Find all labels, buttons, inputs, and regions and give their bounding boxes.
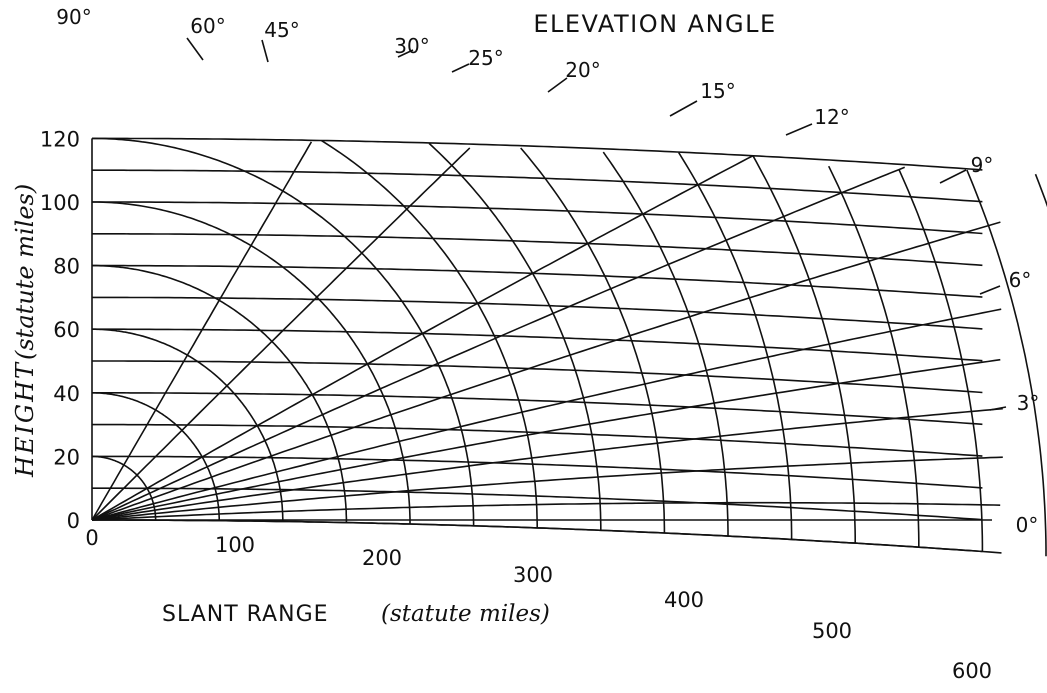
slant-range-arc-180: [520, 147, 666, 533]
slant-range-tick-label: 100: [215, 533, 255, 557]
y-axis-unit: (statute miles): [11, 184, 39, 360]
y-axis-title: HEIGHT (statute miles): [11, 184, 39, 478]
height-line-50: [92, 360, 983, 394]
height-line-40: [92, 392, 983, 426]
elevation-angle-label: 60°: [190, 14, 225, 38]
slant-range-arc-160: [428, 142, 602, 531]
slant-range-tick-label: 0: [85, 526, 98, 550]
elevation-ray-20: [91, 221, 1001, 521]
slant-range-arc-220: [678, 152, 793, 540]
slant-range-arc-300: [966, 169, 1047, 557]
leader-line-45: [261, 39, 269, 63]
y-tick-label: 0: [67, 509, 80, 533]
elevation-angle-label: 20°: [565, 58, 600, 82]
y-tick-label: 80: [53, 255, 80, 279]
elevation-angle-label: 15°: [700, 79, 735, 103]
leader-line-3: [989, 406, 1007, 411]
elevation-angle-label: 6°: [1009, 268, 1032, 292]
height-line-100: [92, 201, 983, 235]
leader-line-9: [939, 169, 967, 184]
y-tick-label: 100: [40, 191, 80, 215]
height-line-110: [92, 169, 983, 203]
elevation-ray-45: [91, 147, 471, 521]
slant-range-tick-label: 300: [513, 563, 553, 587]
slant-range-arc-280: [898, 169, 984, 552]
elevation-ray-9: [91, 407, 1003, 521]
leader-line-12: [785, 123, 813, 136]
elevation-ray-12: [91, 358, 1001, 521]
elevation-ray-6: [91, 456, 1003, 521]
elevation-angle-label: 12°: [814, 105, 849, 129]
leader-line-25: [451, 63, 470, 73]
elevation-ray-60: [91, 141, 313, 521]
slant-range-arc-120: [92, 137, 475, 526]
height-line-80: [92, 264, 983, 298]
leader-line-15: [669, 100, 698, 117]
y-tick-label: 20: [53, 445, 80, 469]
elevation-angle-label: 3°: [1017, 391, 1040, 415]
height-line-70: [92, 296, 983, 330]
height-line-60: [92, 328, 983, 362]
y-tick-label: 60: [53, 318, 80, 342]
x-axis-label: SLANT RANGE: [162, 602, 329, 627]
x-axis-title: SLANT RANGE (statute miles): [162, 601, 550, 627]
leader-line-60: [186, 37, 204, 61]
leader-line-30: [397, 49, 414, 58]
y-tick-label: 40: [53, 382, 80, 406]
elevation-ray-25: [91, 166, 905, 521]
elevation-angle-label: 9°: [971, 153, 994, 177]
slant-range-arc-140: [320, 139, 538, 528]
elevation-ray-15: [91, 308, 1002, 521]
y-tick-label: 120: [40, 127, 80, 151]
slant-range-arc-200: [602, 151, 729, 537]
elevation-angle-label: 0°: [1016, 513, 1039, 537]
elevation-angle-label: 25°: [468, 46, 503, 70]
height-line-120: [92, 137, 983, 171]
elevation-angle-label: 45°: [264, 18, 299, 42]
chart-grid: [91, 37, 1047, 557]
elevation-ray-0: [92, 519, 1002, 554]
chart-title: ELEVATION ANGLE: [533, 10, 776, 38]
slant-range-tick-label: 500: [812, 619, 852, 643]
slant-range-arc-260: [827, 165, 920, 548]
x-axis-unit: (statute miles): [381, 601, 550, 627]
leader-line-20: [547, 77, 568, 93]
leader-line-6: [979, 285, 1001, 295]
elevation-angle-label: 30°: [394, 34, 429, 58]
y-axis-label: HEIGHT: [11, 361, 39, 478]
height-line-20: [92, 455, 983, 489]
chart-labels: 0 20 40 60 80 100 120 0 100 200 300 400 500 600 90° 60°…: [40, 5, 1039, 683]
elevation-angle-label: 90°: [56, 5, 91, 29]
elevation-ray-3: [91, 501, 1001, 521]
elevation-ray-30: [91, 155, 754, 521]
slant-range-tick-label: 600: [952, 659, 992, 683]
height-line-90: [92, 233, 983, 267]
slant-range-tick-label: 200: [362, 546, 402, 570]
slant-range-tick-label: 400: [664, 588, 704, 612]
